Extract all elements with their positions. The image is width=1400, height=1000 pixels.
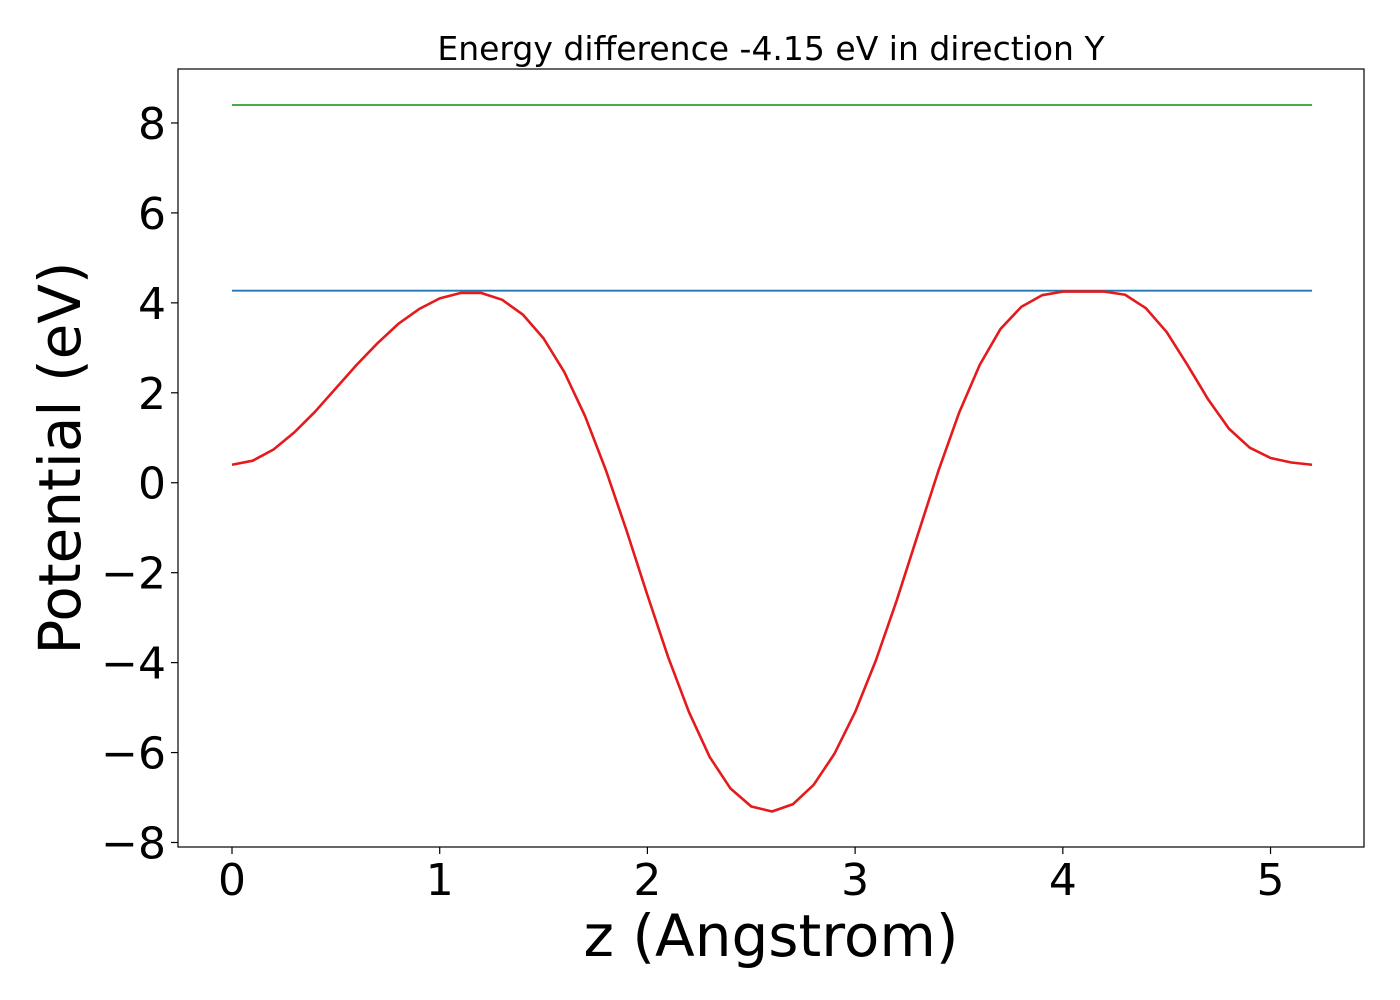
x-axis-ticks: 0 1 2 3 4 5 — [218, 847, 1285, 906]
x-tick-label: 1 — [426, 855, 454, 906]
y-axis-ticks: −8 −6 −4 −2 0 2 4 6 8 — [101, 99, 178, 870]
y-tick-label: 8 — [138, 99, 166, 150]
x-tick-label: 4 — [1049, 855, 1077, 906]
y-tick-label: 6 — [138, 189, 166, 240]
x-tick-label: 3 — [841, 855, 869, 906]
y-axis-label: Potential (eV) — [26, 261, 94, 654]
plot-area — [177, 68, 1365, 848]
plot-frame — [177, 68, 1365, 848]
x-tick-label: 5 — [1257, 855, 1285, 906]
y-tick-label: 0 — [138, 459, 166, 510]
y-tick-label: −4 — [101, 639, 166, 690]
x-tick-label: 2 — [633, 855, 661, 906]
y-tick-label: −8 — [101, 819, 166, 870]
series-line-3 — [231, 290, 1313, 813]
chart-title: Energy difference -4.15 eV in direction … — [437, 29, 1105, 68]
x-tick-label: 0 — [218, 855, 246, 906]
y-tick-label: 4 — [138, 279, 166, 330]
x-axis-label: z (Angstrom) — [584, 902, 959, 970]
y-tick-label: −2 — [101, 549, 166, 600]
y-tick-label: 2 — [138, 369, 166, 420]
y-tick-label: −6 — [101, 729, 166, 780]
